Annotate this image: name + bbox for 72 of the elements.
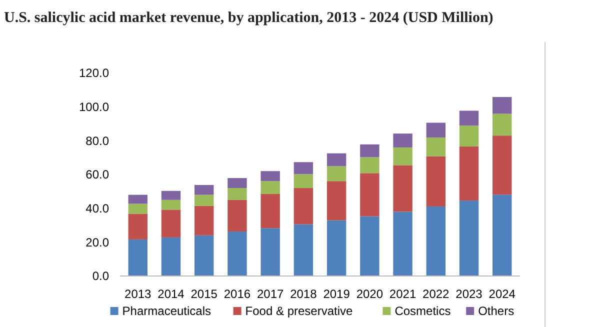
x-tick-label: 2015 xyxy=(190,287,218,301)
bar xyxy=(294,174,314,188)
x-tick-label: 2016 xyxy=(224,287,251,301)
bar xyxy=(459,126,479,146)
y-tick-label: 0.0 xyxy=(92,269,110,284)
bar xyxy=(360,216,380,276)
bar xyxy=(459,110,479,126)
bar xyxy=(194,206,214,236)
x-tick-label: 2020 xyxy=(356,287,384,301)
y-tick-label: 80.0 xyxy=(86,134,110,148)
bar xyxy=(194,194,214,206)
x-tick-label: 2017 xyxy=(256,287,284,301)
bar xyxy=(326,166,346,182)
bar xyxy=(492,136,512,195)
bar xyxy=(128,194,148,204)
bar xyxy=(393,134,412,148)
bar xyxy=(326,153,346,166)
bar xyxy=(360,144,380,158)
x-tick-label: 2022 xyxy=(422,287,450,301)
bar xyxy=(426,206,446,276)
bar xyxy=(161,190,181,200)
bar xyxy=(260,228,280,276)
x-tick-label: 2019 xyxy=(323,287,350,301)
legend-label: Cosmetics xyxy=(394,304,451,318)
bar xyxy=(228,188,247,200)
legend-label: Food & preservative xyxy=(245,304,354,318)
bar xyxy=(128,214,148,240)
bar xyxy=(326,181,346,220)
bar xyxy=(228,178,247,188)
bar xyxy=(260,194,280,228)
x-tick-label: 2021 xyxy=(389,287,416,301)
x-tick-label: 2018 xyxy=(290,287,318,301)
bar xyxy=(426,137,446,156)
bar xyxy=(161,200,181,210)
bar xyxy=(128,239,148,276)
bar xyxy=(294,224,314,276)
bar xyxy=(459,200,479,276)
x-tick-label: 2024 xyxy=(488,287,516,301)
x-tick-label: 2023 xyxy=(456,287,483,301)
bar xyxy=(260,171,280,182)
bar xyxy=(393,165,412,212)
x-tick-label: 2014 xyxy=(158,287,185,301)
bar xyxy=(161,237,181,276)
bar xyxy=(260,181,280,194)
bar xyxy=(228,232,247,276)
bar xyxy=(492,194,512,276)
bar xyxy=(492,114,512,136)
bar xyxy=(294,188,314,224)
bar xyxy=(128,204,148,214)
x-tick-label: 2013 xyxy=(124,287,152,301)
y-tick-label: 120.0 xyxy=(78,66,110,80)
bar xyxy=(360,173,380,216)
bar xyxy=(228,200,247,232)
chart-title: U.S. salicylic acid market revenue, by application, 2013 - 2024 (USD Million) xyxy=(4,10,494,26)
bar xyxy=(459,146,479,201)
y-tick-label: 20.0 xyxy=(86,235,110,250)
bar xyxy=(426,156,446,206)
bar xyxy=(194,235,214,276)
bar xyxy=(326,220,346,276)
y-tick-label: 60.0 xyxy=(86,168,110,182)
legend-label: Pharmaceuticals xyxy=(122,304,212,318)
legend-label: Others xyxy=(478,304,514,318)
bar xyxy=(360,157,380,174)
bar xyxy=(426,122,446,138)
bar xyxy=(393,212,412,276)
bar xyxy=(294,162,314,174)
y-tick-label: 100.0 xyxy=(78,100,110,114)
bar xyxy=(393,147,412,166)
bar xyxy=(194,184,214,195)
bar xyxy=(492,97,512,114)
y-tick-label: 40.0 xyxy=(86,202,110,216)
bar xyxy=(161,210,181,238)
